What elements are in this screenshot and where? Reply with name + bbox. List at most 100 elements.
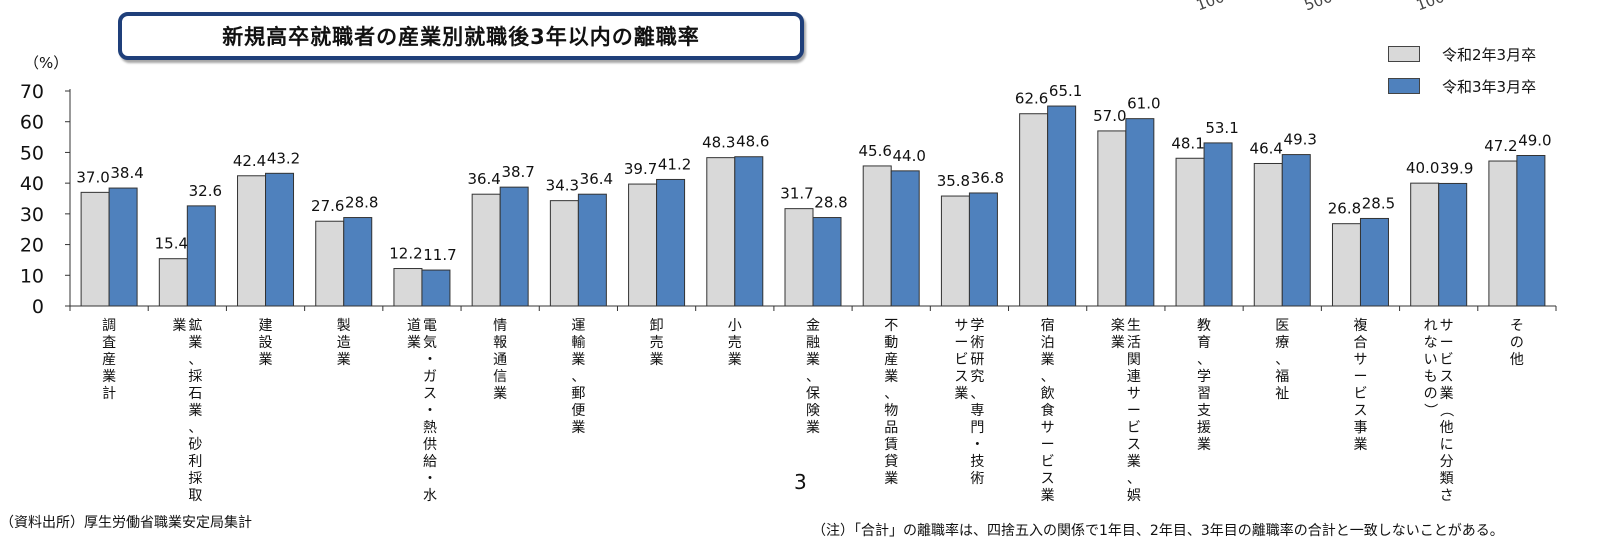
category-label-char: 調 [102,318,116,334]
category-label-char: ・ [970,437,984,453]
bar-2020 [1410,182,1440,307]
data-label-2020: 48.1 [1171,134,1204,152]
category-label-char: 類 [1440,471,1454,487]
data-label-2020: 47.2 [1484,137,1517,155]
bar-2021 [1438,182,1468,307]
y-tick-label: 70 [20,81,44,103]
category-label-char: ー [1440,335,1454,351]
category-label-char: 娯 [1127,488,1141,504]
data-label-2021: 43.2 [267,149,300,167]
category-label-char: 業 [188,403,202,419]
category-label-char: 、 [571,369,585,385]
category-label-char: 連 [1127,369,1141,385]
category-label-char: 分 [1440,454,1454,470]
category-label-char: 専 [970,403,984,419]
footnote: （注）「合計」の離職率は、四捨五入の関係で1年目、2年目、3年目の離職率の合計と… [812,523,1504,539]
category-label-char: 援 [1197,420,1211,436]
legend-label-2020: 令和2年3月卒 [1442,45,1537,64]
category-label-char: 品 [884,420,898,436]
category-label-char: 学 [970,318,984,334]
bar-2020 [1019,113,1049,307]
category-label-char: 業 [650,352,664,368]
category-label-char: 教 [1197,318,1211,334]
data-label-2020: 45.6 [859,142,892,160]
data-label-2020: 42.4 [233,152,266,170]
bar-2020 [1175,157,1205,307]
category-label-char: 、 [884,386,898,402]
category-label-char: 福 [1275,369,1289,385]
data-label-2020: 62.6 [1015,90,1048,108]
data-label-2020: 26.8 [1328,200,1361,218]
category-label-char: 育 [1197,335,1211,351]
category-label-char: 業 [188,335,202,351]
category-label-char: 、 [188,420,202,436]
category-label-char: 動 [884,335,898,351]
category-label-char: 採 [188,369,202,385]
chart-title: 新規高卒就職者の産業別就職後3年以内の離職率 [118,12,804,60]
category-label-char: 業 [806,420,820,436]
category-label-char: 業 [1041,352,1055,368]
category-label-char: 供 [423,437,437,453]
category-label-char: の [1510,335,1524,351]
category-label-char: 業 [102,369,116,385]
data-label-2020: 57.0 [1093,107,1126,125]
data-label-2020: 15.4 [155,235,188,253]
category-label-char: 信 [493,369,507,385]
data-label-2021: 39.9 [1440,159,1473,177]
category-label-char: も [1424,369,1438,385]
category-label-char: ー [1041,437,1055,453]
category-label-char: 気 [423,335,437,351]
data-label-2021: 28.5 [1362,194,1395,212]
category-label-char: 業 [493,386,507,402]
category-label-char: 業 [806,352,820,368]
category-label-char: 石 [188,386,202,402]
category-label-char: 貸 [884,454,898,470]
category-label-char: 飲 [1041,386,1055,402]
category-label-char: ビ [1127,420,1141,436]
category-label-char: 産 [884,352,898,368]
data-label-2021: 36.4 [580,170,613,188]
category-label-char: 業 [259,352,273,368]
category-label-char: 食 [1041,402,1055,419]
category-label-char: 、 [1275,352,1289,368]
category-label-char: ス [1041,471,1055,487]
data-label-2021: 48.6 [736,133,769,151]
page-number: 3 [794,470,807,494]
bar-2021 [186,205,216,307]
category-label-char: 道 [407,318,421,334]
legend-label-2021: 令和3年3月卒 [1442,77,1537,96]
category-label-char: 研 [970,352,984,368]
category-label-char: 業 [1197,437,1211,453]
data-label-2020: 31.7 [780,185,813,203]
data-label-2020: 46.4 [1250,139,1283,157]
category-label-char: 業 [337,352,351,368]
data-label-2021: 61.0 [1127,95,1160,113]
category-label-char: ス [1127,437,1141,453]
category-label-char: 合 [1353,335,1367,351]
bar-2020 [158,258,188,307]
category-label-char: 医 [1275,318,1289,334]
category-label-char: 小 [728,318,742,334]
category-label-char: い [1424,352,1438,368]
data-label-2021: 36.8 [971,169,1004,187]
category-label-char: 卸 [650,318,664,334]
y-tick-label: 20 [20,235,44,257]
category-label-char: 給 [423,454,437,470]
category-label-char: の [1424,386,1438,402]
category-label-char: 利 [188,454,202,470]
data-label-2020: 39.7 [624,160,657,178]
data-label-2021: 41.2 [658,155,691,173]
bar-2020 [237,175,267,307]
category-label-char: 、 [1041,369,1055,385]
category-label-char: 業 [571,352,585,368]
category-label-char: 金 [806,318,820,334]
legend-item-2020: 令和2年3月卒 [1388,38,1536,70]
category-label-char: そ [1510,318,1524,334]
data-label-2021: 49.0 [1518,132,1551,150]
y-tick-label: 40 [20,173,44,195]
data-label-2021: 32.6 [189,182,222,200]
category-label-char: 技 [970,454,984,470]
category-label-char: 険 [806,403,820,419]
category-label-char: 、 [806,369,820,385]
category-label-char: 輸 [571,335,585,351]
